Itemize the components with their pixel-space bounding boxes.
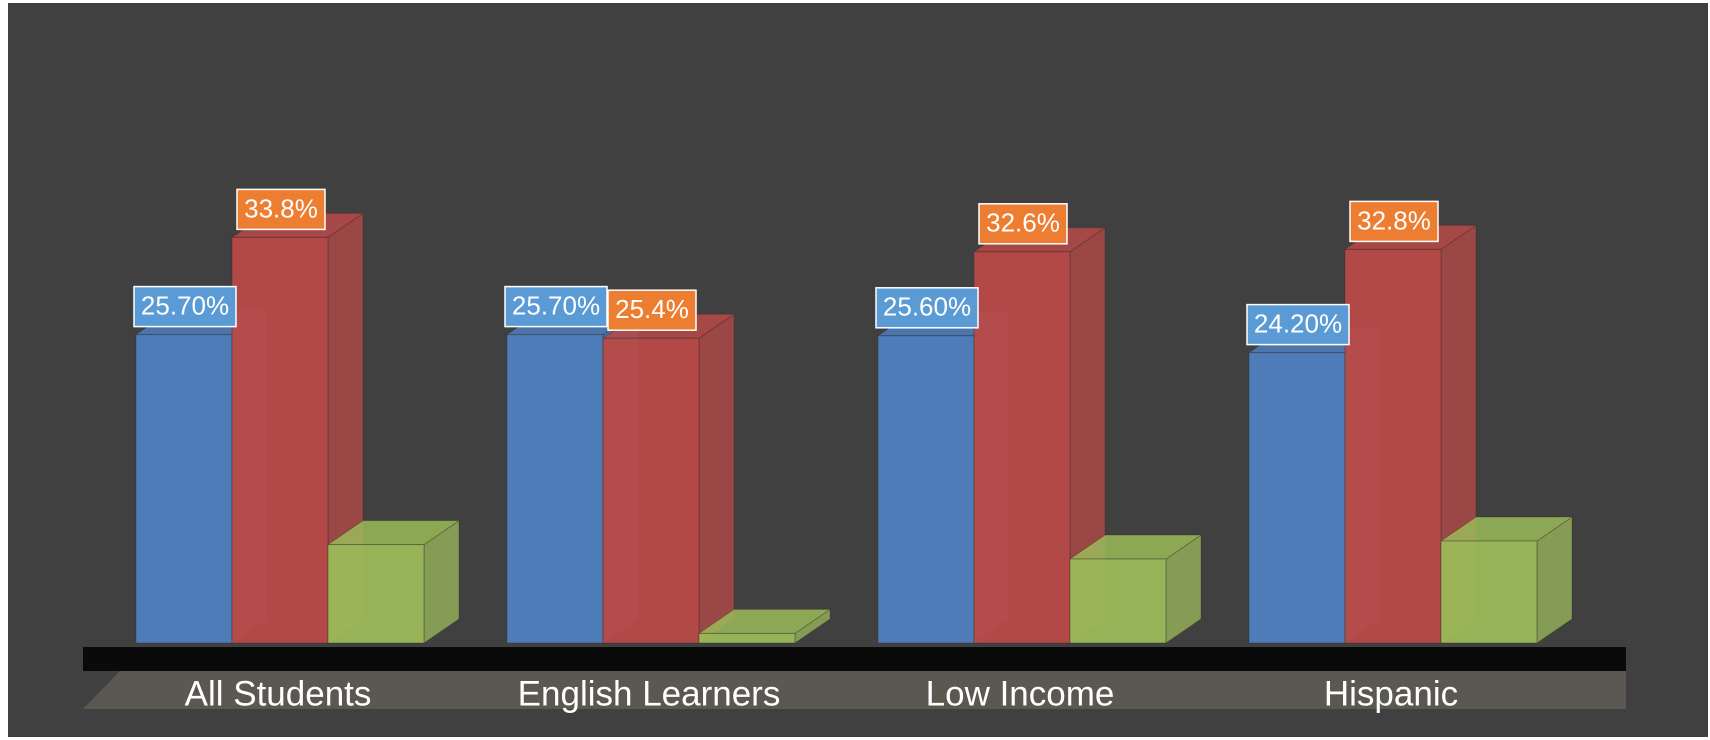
bar — [1345, 249, 1441, 643]
value-label: 25.4% — [608, 290, 696, 330]
value-label: 25.70% — [505, 287, 607, 327]
value-label: 33.8% — [237, 189, 325, 229]
bar — [232, 237, 328, 643]
x-tick-label: All Students — [185, 674, 372, 713]
value-label-text: 32.8% — [1357, 205, 1431, 235]
bar — [1070, 559, 1166, 643]
floor-edge — [83, 647, 1626, 671]
value-label: 25.70% — [134, 287, 236, 327]
bar — [136, 335, 232, 643]
value-label-text: 32.6% — [986, 208, 1060, 238]
value-label: 25.60% — [876, 288, 978, 328]
x-tick-label: Hispanic — [1324, 674, 1458, 713]
chart: 25.70% 33.8% All Students 25.70% 25.4% Englis… — [0, 0, 1710, 740]
value-label: 32.6% — [979, 204, 1067, 244]
value-label-text: 33.8% — [244, 193, 318, 223]
bar — [507, 335, 603, 643]
bar — [1441, 541, 1537, 643]
value-label: 32.8% — [1350, 201, 1438, 241]
value-label-text: 25.60% — [883, 292, 971, 322]
value-label-text: 25.70% — [512, 290, 600, 320]
x-tick-label: English Learners — [518, 674, 781, 713]
bar — [603, 338, 699, 643]
value-label-text: 24.20% — [1254, 308, 1342, 338]
bar — [1249, 353, 1345, 643]
value-label-text: 25.4% — [615, 294, 689, 324]
bar — [328, 545, 424, 643]
x-tick-label: Low Income — [926, 674, 1115, 713]
page: {"chart_data": {"type": "bar3d", "catego… — [0, 0, 1710, 740]
bar — [699, 633, 795, 643]
value-label-text: 25.70% — [141, 290, 229, 320]
bar-side — [699, 314, 734, 643]
value-label: 24.20% — [1247, 305, 1349, 345]
bar — [878, 336, 974, 643]
bar — [974, 252, 1070, 643]
